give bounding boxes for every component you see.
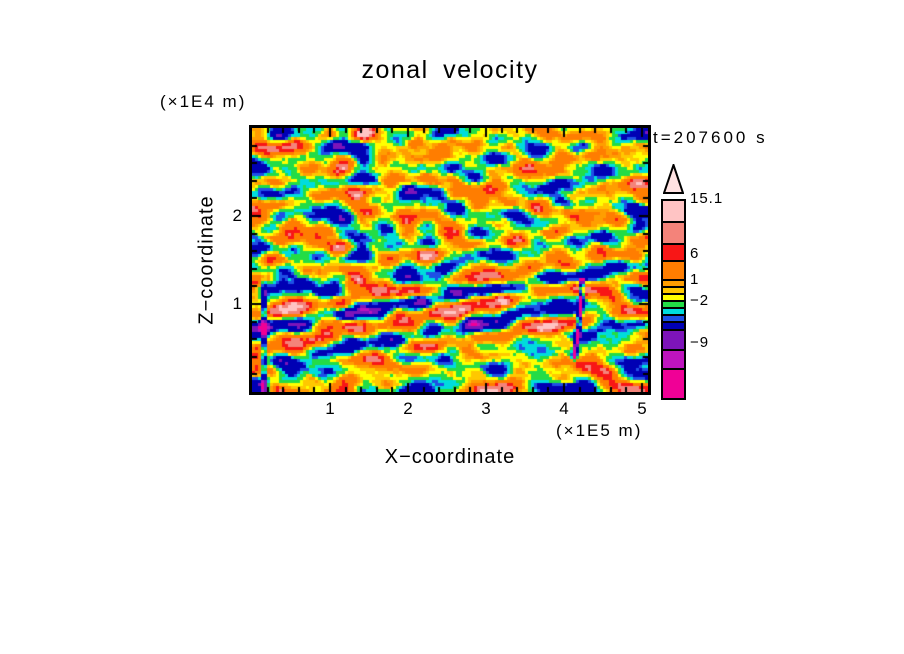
- colorbar-segment: [663, 245, 684, 262]
- colorbar-segment: [663, 201, 684, 223]
- time-annotation: t=207600 s: [653, 128, 768, 147]
- y-tick-label: 2: [232, 206, 242, 225]
- colorbar-arrow-icon: [662, 161, 685, 194]
- colorbar-segment: [663, 223, 684, 245]
- y-tick-label: 1: [232, 294, 242, 313]
- plot-frame: [249, 125, 651, 395]
- y-axis-unit-label: (×1E4 m): [160, 92, 247, 111]
- colorbar-segment: [663, 288, 684, 295]
- colorbar-tick-label: 1: [690, 271, 700, 289]
- colorbar-segment: [663, 370, 684, 398]
- x-tick-label: 5: [637, 399, 647, 418]
- colorbar-segment: [663, 323, 684, 331]
- page-title: zonal velocity: [252, 56, 648, 85]
- colorbar: [661, 161, 686, 400]
- colorbar-tick-label: −9: [690, 333, 710, 351]
- colorbar-tick-label: 15.1: [690, 189, 724, 207]
- colorbar-segment: [663, 331, 684, 351]
- x-tick-label: 2: [403, 399, 413, 418]
- colorbar-segment: [663, 262, 684, 281]
- colorbar-tick-label: −2: [690, 291, 710, 309]
- plot-title: zonal velocity: [361, 56, 539, 84]
- x-tick-label: 3: [481, 399, 491, 418]
- x-tick-label: 4: [559, 399, 569, 418]
- x-tick-label: 1: [325, 399, 335, 418]
- colorbar-bar: [661, 199, 686, 400]
- colorbar-segment: [663, 295, 684, 302]
- colorbar-segment: [663, 281, 684, 288]
- colorbar-segment: [663, 351, 684, 370]
- colorbar-tick-label: 6: [690, 245, 700, 263]
- y-axis-title: Z−coordinate: [195, 195, 218, 325]
- x-axis-title: X−coordinate: [384, 446, 516, 468]
- colorbar-segment: [663, 302, 684, 309]
- colorbar-segment: [663, 309, 684, 316]
- x-axis-unit-label: (×1E5 m): [556, 421, 643, 440]
- colorbar-segment: [663, 316, 684, 323]
- heatmap-canvas: [252, 128, 648, 392]
